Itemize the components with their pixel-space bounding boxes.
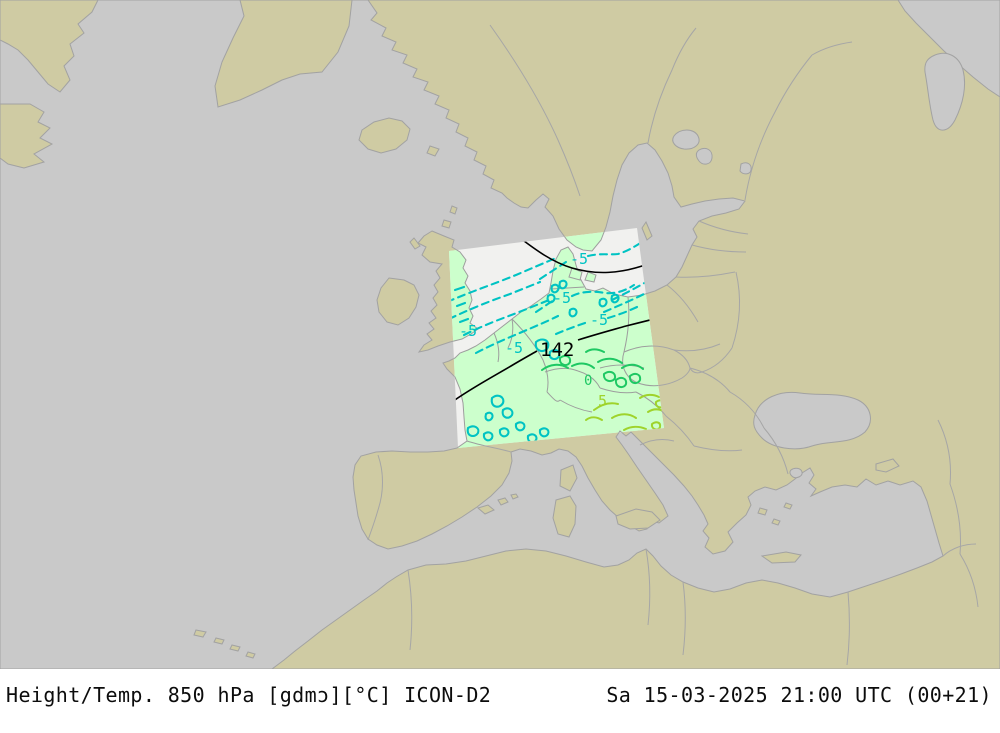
white-sea — [924, 52, 966, 131]
lake-vanern — [672, 129, 700, 150]
contour-label: -5 — [570, 250, 588, 268]
land-gotland — [641, 220, 653, 241]
land-shetland — [449, 205, 458, 215]
land-sardinia — [552, 495, 577, 538]
caption-bar: Height/Temp. 850 hPa [gdmɔ][°C] ICON-D2 … — [0, 669, 1000, 733]
temp-contours-minus5 — [449, 236, 650, 355]
land-hebrides — [409, 237, 421, 250]
land-sicily — [615, 508, 661, 530]
temp-contours-plus5 — [585, 393, 664, 431]
land-balearics — [476, 493, 519, 515]
lake-small — [739, 162, 752, 175]
contour-label: -5 — [553, 289, 571, 307]
land-top-center — [214, 0, 353, 108]
land-orkney — [441, 219, 452, 229]
contour-label: 0 — [584, 373, 592, 389]
contour-label: -5 — [590, 311, 608, 329]
contour-label: -5 — [459, 322, 477, 340]
contour-label: 5 — [598, 392, 607, 410]
land-faroe — [426, 145, 440, 157]
contour-labels-layer: -5 -5 -5 -5 -5 142 05 — [459, 250, 608, 410]
land-ireland — [376, 277, 420, 326]
land-canary-isles — [193, 629, 256, 659]
land-greenland-south — [0, 103, 54, 169]
land-greenland — [0, 0, 99, 93]
base-map — [0, 0, 1000, 669]
weather-map-canvas: -5 -5 -5 -5 -5 142 05 — [0, 0, 1000, 669]
black-sea — [753, 391, 871, 450]
caption-left: Height/Temp. 850 hPa [gdmɔ][°C] ICON-D2 — [6, 683, 492, 707]
land-aegean-isles — [757, 502, 793, 526]
temp-contours-zero — [541, 348, 644, 389]
contour-label: -5 — [505, 339, 523, 357]
land-corsica — [559, 464, 578, 492]
land-cyprus — [875, 458, 900, 473]
lake-vattern — [695, 147, 713, 165]
temp-pockets-minus5 — [453, 279, 620, 444]
sea-of-marmara — [789, 467, 803, 479]
land-crete — [760, 551, 802, 564]
caption-right: Sa 15-03-2025 21:00 UTC (00+21) — [606, 683, 992, 707]
land-iceland — [358, 117, 411, 154]
contour-label: 142 — [540, 339, 574, 361]
